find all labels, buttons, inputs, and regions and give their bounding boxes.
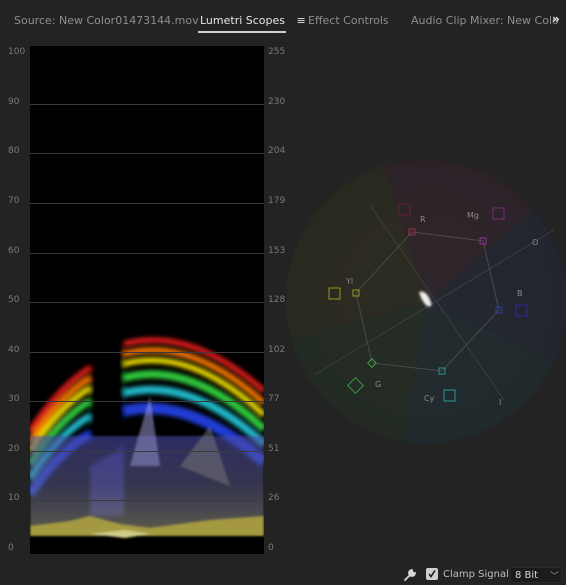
left-tick: 70 (8, 196, 20, 206)
left-tick: 30 (8, 394, 20, 404)
right-tick: 255 (268, 47, 286, 57)
vectorscope: R Mg O B Cy I G Yl (285, 160, 566, 444)
left-tick: 90 (8, 97, 20, 107)
target-b-outer (515, 304, 528, 317)
tab-source[interactable]: Source: New Color01473144.mov (14, 14, 199, 27)
right-tick: 128 (268, 295, 286, 305)
skin-tone-line (313, 229, 555, 376)
grid-line (30, 203, 264, 204)
check-icon (428, 570, 436, 578)
label-r: R (420, 215, 426, 224)
left-tick: 20 (8, 444, 20, 454)
tab-lumetri-scopes[interactable]: Lumetri Scopes ≡ (200, 14, 306, 27)
clamp-signal-label: Clamp Signal (443, 569, 509, 580)
vectorscope-trace (419, 291, 432, 307)
tab-lumetri-label: Lumetri Scopes (200, 14, 286, 27)
right-tick: 153 (268, 246, 286, 256)
grid-line (30, 253, 264, 254)
grid-line (30, 401, 264, 402)
label-cy: Cy (424, 394, 435, 403)
tab-bar: Source: New Color01473144.mov Lumetri Sc… (0, 0, 566, 40)
right-tick: 204 (268, 146, 286, 156)
right-tick: 26 (268, 493, 280, 503)
wrench-icon[interactable] (403, 568, 417, 582)
target-mg-outer (492, 207, 505, 220)
right-tick: 102 (268, 345, 286, 355)
right-tick: 179 (268, 196, 286, 206)
label-b: B (517, 289, 523, 298)
scope-settings-bar: Clamp Signal 8 Bit ﹀ (0, 565, 566, 585)
target-r-inner (408, 228, 416, 236)
label-yl: Yl (345, 277, 353, 286)
left-tick: 80 (8, 146, 20, 156)
target-yl-inner (352, 289, 360, 297)
bit-depth-value: 8 Bit (515, 570, 539, 581)
grid-line (30, 352, 264, 353)
tab-overflow-icon[interactable]: » (552, 12, 560, 26)
left-tick: 50 (8, 295, 20, 305)
target-g-outer (347, 377, 364, 394)
tab-effect-controls[interactable]: Effect Controls (308, 14, 389, 27)
target-cy-inner (438, 367, 446, 375)
target-r-outer (398, 203, 411, 216)
label-i: I (499, 398, 501, 407)
right-tick: 230 (268, 97, 286, 107)
tab-audio-clip-mixer[interactable]: Audio Clip Mixer: New Colo (411, 14, 559, 27)
grid-line (30, 500, 264, 501)
grid-line (30, 153, 264, 154)
left-tick: 100 (8, 47, 26, 57)
waveform-trace (26, 337, 268, 538)
clamp-signal-checkbox[interactable] (426, 568, 438, 580)
chevron-down-icon: ﹀ (550, 572, 560, 582)
left-tick: 40 (8, 345, 20, 355)
bit-depth-dropdown[interactable]: 8 Bit ﹀ (510, 567, 562, 583)
i-line (369, 204, 505, 401)
panel-menu-icon[interactable]: ≡ (296, 14, 306, 27)
right-tick: 77 (268, 394, 280, 404)
target-b-inner (495, 306, 503, 314)
target-g-inner (367, 358, 377, 368)
active-tab-underline (198, 31, 286, 33)
waveform-display (26, 46, 268, 554)
grid-line (30, 104, 264, 105)
left-tick: 0 (8, 543, 14, 553)
label-g: G (375, 380, 381, 389)
label-mg: Mg (467, 211, 479, 220)
left-tick: 10 (8, 493, 20, 503)
grid-line (30, 302, 264, 303)
target-mg-inner (479, 237, 487, 245)
right-tick: 51 (268, 444, 280, 454)
right-tick: 0 (268, 543, 274, 553)
label-o: O (532, 238, 538, 247)
left-tick: 60 (8, 246, 20, 256)
target-hexagon (355, 231, 500, 372)
target-yl-outer (328, 287, 341, 300)
target-cy-outer (443, 389, 456, 402)
grid-line (30, 451, 264, 452)
